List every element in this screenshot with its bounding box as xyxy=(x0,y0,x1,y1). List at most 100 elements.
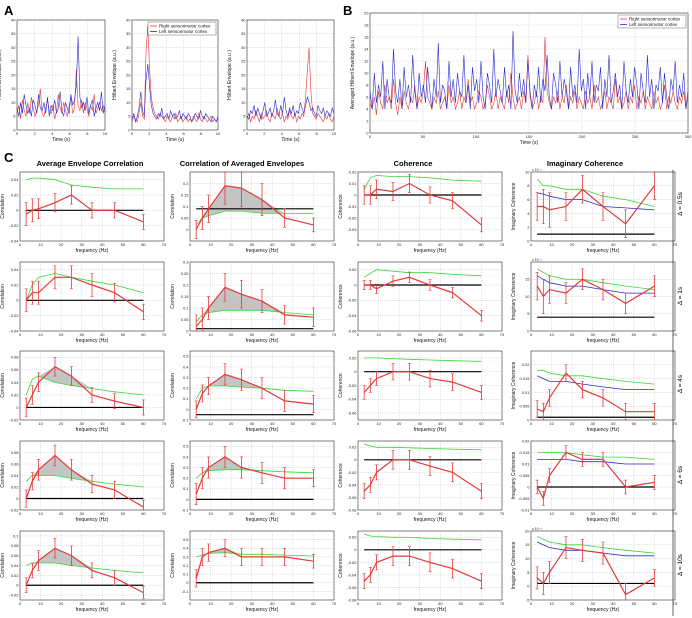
x-tick-label: 40 xyxy=(438,511,443,516)
x-axis-label: frequency (Hz) xyxy=(414,607,447,613)
measure-line xyxy=(25,194,144,223)
x-tick-label: 70 xyxy=(500,511,505,516)
y-tick-label: 0.4 xyxy=(183,546,189,551)
chart-c-r4-c2: 0 10 20 30 40 50 60 70-0.100.10.20.30.40.5frequ… xyxy=(170,440,337,523)
y-tick-label: -0.01 xyxy=(520,507,530,512)
x-tick-label: 0 xyxy=(19,421,22,426)
y-tick-label: 0.5 xyxy=(183,537,189,542)
x-tick-label: 30 xyxy=(590,421,595,426)
panel-label-a: A xyxy=(4,3,14,18)
x-tick-label: 0 xyxy=(530,332,533,337)
y-tick-label: 0.04 xyxy=(11,380,20,385)
x-tick-label: 70 xyxy=(162,511,167,516)
x-tick-label: 50 xyxy=(632,511,637,516)
x-tick-label: 0 xyxy=(357,511,360,516)
y-tick-label: 0.015 xyxy=(519,450,530,455)
x-tick-label: 60 xyxy=(479,242,484,247)
y-tick-label: -0.03 xyxy=(347,227,357,232)
y-tick-label: 35 xyxy=(241,31,246,36)
x-tick-label: 30 xyxy=(249,511,254,516)
y-tick-label: 0.5 xyxy=(183,354,189,359)
x-tick-label: 0 xyxy=(189,332,192,337)
y-axis-label: Coherence xyxy=(338,553,344,578)
y-tick-label: -0.1 xyxy=(182,417,190,422)
y-tick-label: -0.02 xyxy=(9,313,19,318)
y-tick-label: -0.06 xyxy=(347,495,357,500)
x-tick-label: 10 xyxy=(38,421,43,426)
x-tick-label: 60 xyxy=(479,332,484,337)
x-tick-label: 60 xyxy=(311,421,316,426)
y-tick-label: 0.1 xyxy=(13,533,19,538)
x-tick-label: 0 xyxy=(357,332,360,337)
x-tick-label: 10 xyxy=(38,332,43,337)
y-tick-label: 0.06 xyxy=(11,553,20,558)
plot-area xyxy=(530,530,676,601)
y-tick-label: 35 xyxy=(126,31,131,36)
y-axis-label: Hilbert Envelope (a.u.) xyxy=(0,50,3,100)
x-tick-label: 60 xyxy=(652,601,657,606)
x-tick-label: 70 xyxy=(332,421,337,426)
x-axis-label: frequency (Hz) xyxy=(76,248,109,254)
y-tick-label: 30 xyxy=(126,45,131,50)
plot-area xyxy=(530,350,676,421)
y-tick-label: 25 xyxy=(11,59,16,64)
x-tick-label: 8 xyxy=(315,131,318,136)
x-tick-label: 20 xyxy=(59,332,64,337)
y-axis-label: Hilbert Envelope (a.u.) xyxy=(227,50,233,100)
x-tick-label: 50 xyxy=(291,332,296,337)
x-tick-label: 50 xyxy=(291,242,296,247)
chart-b: 0 50 100 150 200 250 300 0 2 4 6 8 10 12 14 16 18 20 Time … xyxy=(350,10,692,146)
y-tick-label: -0.02 xyxy=(347,560,357,565)
x-axis-label: frequency (Hz) xyxy=(246,338,279,344)
y-tick-label: 5 xyxy=(243,114,246,119)
y-tick-label: 0 xyxy=(354,457,357,462)
measure-line xyxy=(536,451,655,501)
x-tick-label: 150 xyxy=(526,134,533,139)
x-tick-label: 60 xyxy=(652,421,657,426)
y-tick-label: 15 xyxy=(126,86,131,91)
x-tick-label: 40 xyxy=(270,242,275,247)
x-tick-label: 20 xyxy=(397,242,402,247)
x-tick-label: 30 xyxy=(79,421,84,426)
x-tick-label: 30 xyxy=(249,601,254,606)
x-tick-label: 70 xyxy=(332,511,337,516)
y-tick-label: 0 xyxy=(354,282,357,287)
y-tick-label: -0.02 xyxy=(9,592,19,597)
y-axis-label: Hilbert Envelope (a.u.) xyxy=(112,50,118,100)
y-tick-label: 0.25 xyxy=(181,271,190,276)
x-tick-label: 40 xyxy=(270,601,275,606)
x-tick-label: 50 xyxy=(632,332,637,337)
y-tick-label: 30 xyxy=(241,45,246,50)
y-tick-label: 0.2 xyxy=(183,476,189,481)
chart-c-r3-c1: 0 10 20 30 40 50 60 70-0.0200.020.040.060.08fre… xyxy=(0,350,167,433)
y-axis-label: Coherence xyxy=(338,373,344,398)
x-tick-label: 20 xyxy=(570,242,575,247)
y-tick-label: 0 xyxy=(527,484,530,489)
y-axis-label: Correlation xyxy=(0,553,6,578)
y-tick-label: 5 xyxy=(527,311,530,316)
x-tick-label: 20 xyxy=(59,511,64,516)
x-axis-label: frequency (Hz) xyxy=(76,427,109,433)
axis-exponent: x 10⁻³ xyxy=(532,258,542,262)
y-tick-label: 0 xyxy=(354,192,357,197)
y-tick-label: -0.04 xyxy=(347,572,357,577)
y-axis-label: Correlation xyxy=(170,463,176,488)
measure-line xyxy=(25,365,144,409)
x-tick-label: 70 xyxy=(332,332,337,337)
y-tick-label: 0.15 xyxy=(181,294,190,299)
x-tick-label: 0 xyxy=(530,511,533,516)
y-tick-label: 0.04 xyxy=(11,473,20,478)
x-axis-label: frequency (Hz) xyxy=(414,248,447,254)
x-tick-label: 60 xyxy=(652,511,657,516)
y-tick-label: 6 xyxy=(366,94,369,99)
y-tick-label: 20 xyxy=(241,72,246,77)
y-axis-label: Coherence xyxy=(338,194,344,219)
x-tick-label: 8 xyxy=(200,131,203,136)
x-tick-label: 70 xyxy=(332,242,337,247)
y-tick-label: 2 xyxy=(366,118,369,123)
measure-line xyxy=(536,278,655,305)
y-tick-label: 0.05 xyxy=(181,215,190,220)
y-tick-label: 0.02 xyxy=(349,355,358,360)
y-axis-label: Correlation xyxy=(170,194,176,219)
y-tick-label: -0.02 xyxy=(9,507,19,512)
